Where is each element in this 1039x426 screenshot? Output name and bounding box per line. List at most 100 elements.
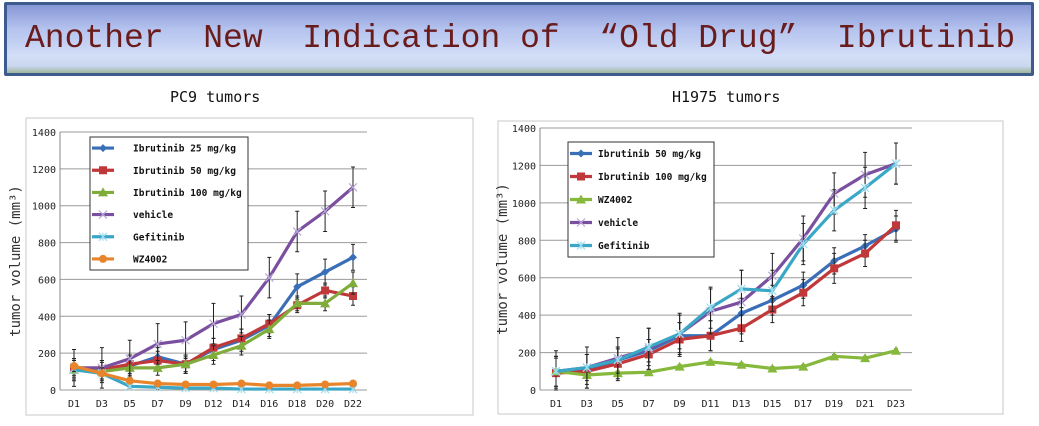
h1975-data-point (830, 264, 839, 273)
pc9-data-point (70, 362, 78, 371)
pc9-data-point (321, 286, 330, 295)
pc9-legend-label: Gefitinib (133, 232, 185, 243)
pc9-x-tick-label: D20 (316, 399, 334, 410)
h1975-data-point (674, 361, 685, 371)
h1975-x-tick-label: D5 (612, 399, 624, 410)
h1975-x-tick-label: D9 (674, 399, 686, 410)
h1975-series-line (555, 224, 898, 375)
pc9-y-tick-label: 0 (50, 386, 56, 397)
slide-title: Another New Indication of “Old Drug” Ibr… (25, 20, 1016, 57)
pc9-data-point (153, 379, 162, 388)
pc9-data-point (153, 339, 163, 349)
h1975-legend-label: vehicle (598, 218, 638, 229)
h1975-legend-marker (576, 194, 586, 204)
h1975-data-point (737, 284, 746, 294)
h1975-chart: 0 200 400 600 800 1000 1200 1400 D1 D3 D5 D7 D9 D11 D1… (495, 120, 1004, 415)
pc9-data-point (349, 379, 357, 388)
pc9-x-tick-label: D22 (344, 399, 362, 410)
h1975-x-tick-label: D15 (763, 399, 781, 410)
h1975-y-tick-label: 1400 (512, 124, 536, 135)
pc9-data-point (209, 380, 218, 389)
h1975-legend-label: Gefitinib (598, 241, 650, 252)
pc9-x-tick-label: D7 (152, 399, 164, 410)
h1975-data-point (706, 303, 715, 313)
pc9-legend-label: vehicle (133, 210, 173, 221)
h1975-series-line (555, 349, 897, 377)
h1975-y-axis-label: tumor volume (mm³) (495, 183, 511, 335)
h1975-y-tick-label: 600 (518, 274, 536, 285)
pc9-data-point (264, 324, 275, 334)
h1975-data-point (861, 249, 870, 258)
h1975-x-tick-label: D17 (794, 399, 812, 410)
h1975-data-point (798, 361, 809, 371)
h1975-chart-title: H1975 tumors (672, 88, 781, 106)
pc9-x-tick-label: D1 (68, 399, 80, 410)
h1975-data-point (582, 363, 592, 372)
pc9-y-tick-label: 800 (38, 239, 56, 250)
h1975-data-point (891, 345, 901, 355)
h1975-legend-label: WZ4002 (598, 195, 632, 206)
pc9-data-point (125, 354, 135, 364)
pc9-chart-title: PC9 tumors (170, 88, 261, 106)
h1975-data-point (860, 183, 870, 193)
pc9-data-point (320, 298, 331, 308)
h1975-x-tick-label: D3 (581, 399, 593, 410)
pc9-data-point (181, 335, 191, 345)
h1975-data-point (551, 366, 561, 376)
pc9-legend-label: Ibrutinib 50 mg/kg (133, 166, 236, 177)
h1975-data-point (891, 159, 901, 168)
h1975-data-point (829, 205, 839, 215)
h1975-x-tick-label: D13 (732, 399, 750, 410)
h1975-legend-box (567, 141, 715, 258)
h1975-data-point (892, 221, 900, 230)
h1975-series-line (555, 162, 897, 373)
pc9-y-axis-label: tumor volume (mm³) (8, 185, 24, 337)
pc9-y-tick-label: 400 (38, 312, 56, 323)
h1975-series-gefitinib (551, 142, 901, 387)
title-banner: Another New Indication of “Old Drug” Ibr… (4, 2, 1034, 76)
h1975-x-tick-label: D11 (702, 399, 720, 410)
pc9-legend-label: WZ4002 (133, 254, 167, 265)
pc9-data-point (320, 206, 330, 216)
h1975-data-point (613, 355, 623, 365)
h1975-data-point (767, 286, 777, 296)
h1975-x-tick-label: D21 (856, 399, 874, 410)
pc9-x-tick-label: D9 (180, 399, 192, 410)
pc9-x-tick-label: D16 (260, 399, 278, 410)
pc9-data-point (97, 369, 106, 378)
pc9-legend-marker (99, 144, 107, 153)
pc9-y-tick-label: 200 (38, 349, 56, 360)
pc9-series-wz4002 (70, 360, 357, 390)
pc9-y-tick-label: 1400 (32, 128, 56, 139)
h1975-data-point (860, 353, 871, 363)
pc9-data-point (349, 292, 357, 301)
h1975-x-tick-label: D23 (887, 399, 905, 410)
pc9-data-point (152, 362, 163, 372)
h1975-legend-marker (576, 241, 586, 250)
pc9-legend-marker (99, 254, 107, 263)
pc9-data-point (125, 376, 134, 385)
pc9-y-tick-label: 600 (38, 275, 56, 286)
pc9-data-point (236, 310, 246, 319)
h1975-x-tick-label: D7 (643, 399, 655, 410)
pc9-data-point (293, 282, 302, 291)
h1975-legend: Ibrutinib 50 mg/kg Ibrutinib 100 mg/kg WZ4… (567, 141, 715, 258)
pc9-data-point (265, 381, 274, 390)
h1975-data-point (798, 239, 808, 249)
pc9-x-tick-label: D5 (124, 399, 136, 410)
h1975-legend-label: Ibrutinib 50 mg/kg (598, 149, 701, 160)
pc9-data-point (181, 380, 190, 389)
h1975-y-tick-label: 1000 (512, 199, 536, 210)
pc9-data-point (209, 319, 218, 329)
h1975-x-tick-label: D19 (825, 399, 843, 410)
h1975-x-tick-label: D1 (550, 399, 562, 410)
pc9-data-point (237, 379, 246, 388)
pc9-data-point (180, 359, 191, 369)
pc9-legend-label: Ibrutinib 25 mg/kg (133, 144, 236, 155)
pc9-y-tick-label: 1000 (32, 202, 56, 213)
pc9-data-point (292, 298, 303, 308)
h1975-legend-marker (576, 218, 586, 227)
h1975-data-point (736, 359, 747, 369)
pc9-data-point (264, 273, 274, 283)
pc9-x-tick-label: D3 (96, 399, 108, 410)
